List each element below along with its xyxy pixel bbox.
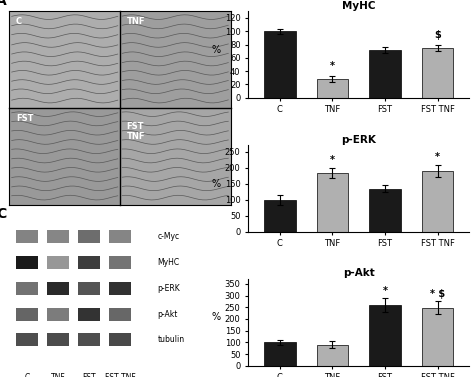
Text: FST: FST — [82, 373, 96, 377]
Title: p-Akt: p-Akt — [343, 268, 374, 279]
Bar — [109, 256, 131, 269]
Bar — [47, 282, 69, 295]
Text: *: * — [435, 152, 440, 162]
Text: MyHC: MyHC — [157, 258, 180, 267]
Text: *: * — [383, 286, 388, 296]
Bar — [422, 308, 454, 366]
Text: *: * — [330, 61, 335, 71]
Bar — [78, 333, 100, 346]
Bar — [78, 282, 100, 295]
Text: C: C — [25, 373, 30, 377]
Bar — [422, 48, 454, 98]
Bar — [422, 171, 454, 232]
Bar — [16, 282, 38, 295]
Title: p-ERK: p-ERK — [341, 135, 376, 144]
Bar — [16, 256, 38, 269]
Bar — [369, 188, 401, 232]
Bar — [109, 333, 131, 346]
Y-axis label: %: % — [212, 44, 221, 55]
Bar — [109, 230, 131, 243]
Text: A: A — [0, 0, 7, 9]
Text: * $: * $ — [430, 289, 445, 299]
Text: C: C — [0, 207, 7, 221]
Text: FST: FST — [16, 114, 34, 123]
Bar — [47, 230, 69, 243]
Text: p-Akt: p-Akt — [157, 310, 178, 319]
Text: TNF: TNF — [127, 17, 145, 26]
Text: p-ERK: p-ERK — [157, 284, 180, 293]
Bar — [317, 345, 348, 366]
Text: $: $ — [434, 30, 441, 40]
Text: FST
TNF: FST TNF — [127, 122, 145, 141]
Bar — [16, 308, 38, 320]
Text: FST TNF: FST TNF — [105, 373, 136, 377]
Bar — [16, 333, 38, 346]
Bar — [369, 50, 401, 98]
Bar — [78, 256, 100, 269]
Bar — [317, 173, 348, 232]
Bar — [264, 342, 296, 366]
Bar — [16, 230, 38, 243]
Bar — [369, 305, 401, 366]
Bar — [317, 79, 348, 98]
Title: MyHC: MyHC — [342, 0, 375, 11]
Y-axis label: %: % — [212, 313, 221, 322]
Text: C: C — [16, 17, 22, 26]
Bar — [264, 200, 296, 232]
Bar — [109, 282, 131, 295]
Bar — [47, 333, 69, 346]
Bar — [109, 308, 131, 320]
Text: *: * — [330, 155, 335, 165]
Text: c-Myc: c-Myc — [157, 232, 180, 241]
Bar — [47, 308, 69, 320]
Y-axis label: %: % — [212, 178, 221, 188]
Text: TNF: TNF — [51, 373, 65, 377]
Bar — [78, 230, 100, 243]
Bar — [264, 31, 296, 98]
Bar — [47, 256, 69, 269]
Bar — [78, 308, 100, 320]
Text: tubulin: tubulin — [157, 336, 185, 344]
